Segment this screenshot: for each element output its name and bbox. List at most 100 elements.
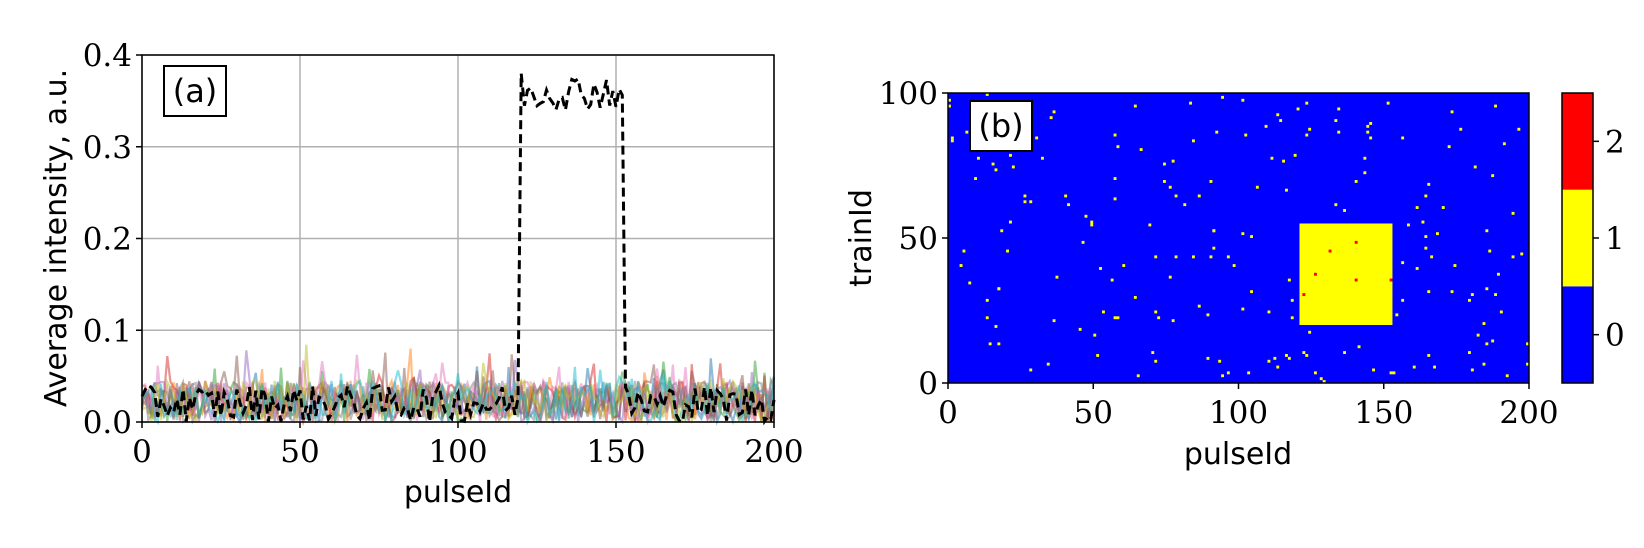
- heatmap-cell: [988, 342, 992, 346]
- x-tick-label: 150: [1354, 395, 1413, 431]
- heatmap-cell: [1171, 159, 1175, 163]
- heatmap-cell: [1209, 255, 1213, 259]
- heatmap-cell: [1197, 194, 1201, 198]
- heatmap-cell: [1113, 197, 1117, 201]
- heatmap-cell: [1482, 362, 1486, 366]
- heatmap-cell: [1023, 194, 1027, 198]
- heatmap-cell: [1337, 130, 1341, 134]
- heatmap-cell-value-2: [1302, 293, 1306, 296]
- y-tick-label: 50: [899, 221, 938, 257]
- colorbar-frame: [1561, 92, 1594, 384]
- heatmap-cell: [1415, 206, 1419, 209]
- x-tick-label: 100: [428, 434, 487, 470]
- heatmap-cell: [1273, 356, 1277, 360]
- heatmap-cell: [1090, 220, 1094, 224]
- colorbar-segment: [1562, 286, 1593, 383]
- heatmap-cell: [1041, 156, 1044, 160]
- heatmap-cell: [1372, 368, 1375, 372]
- heatmap-cell: [1453, 264, 1457, 267]
- heatmap-cell: [1221, 95, 1224, 99]
- heatmap-cell: [1415, 267, 1419, 270]
- heatmap-cell: [1401, 298, 1405, 302]
- heatmap-cell: [1441, 206, 1445, 209]
- y-tick-label: 0.1: [83, 313, 132, 349]
- heatmap-cell: [1215, 130, 1219, 134]
- heatmap-cell: [1433, 365, 1436, 369]
- heatmap-block: [1299, 223, 1393, 325]
- heatmap-cell: [948, 104, 951, 108]
- heatmap-cell: [950, 139, 954, 143]
- heatmap-cell: [1305, 101, 1309, 105]
- heatmap-cell: [997, 342, 1001, 346]
- heatmap-cell: [1287, 278, 1291, 282]
- heatmap-cell: [1334, 203, 1338, 207]
- heatmap-cell: [1296, 107, 1300, 111]
- heatmap-cell: [1174, 194, 1178, 198]
- x-tick-label: 50: [1074, 395, 1113, 431]
- heatmap-cell: [962, 249, 966, 253]
- heatmap-cell-value-2: [1354, 240, 1358, 244]
- heatmap-cell: [1511, 211, 1515, 215]
- heatmap-cell: [1494, 293, 1497, 296]
- panel-b-y-ticks: 0 50 100: [879, 76, 948, 402]
- heatmap-cell: [1250, 235, 1253, 238]
- heatmap-cell: [1369, 122, 1373, 125]
- heatmap-cell: [1154, 359, 1158, 363]
- heatmap-cell: [1052, 319, 1056, 323]
- heatmap-cell: [1430, 255, 1434, 259]
- heatmap-cell: [1212, 246, 1216, 250]
- heatmap-cell: [950, 136, 954, 140]
- heatmap-cell: [1287, 356, 1291, 360]
- y-tick-label: 100: [879, 76, 938, 112]
- heatmap-cell: [1090, 223, 1094, 227]
- y-tick-label: 0.4: [83, 38, 132, 74]
- panel-b-x-ticks: 0 50 100 150 200: [938, 383, 1559, 431]
- heatmap-cell: [1052, 110, 1056, 114]
- heatmap-cell: [1241, 307, 1245, 311]
- heatmap-cell: [1023, 200, 1027, 204]
- heatmap-cell: [1113, 133, 1117, 137]
- heatmap-cell: [1401, 261, 1405, 265]
- panel-a-tag-box: [163, 65, 227, 117]
- panel-b-y-label: trainId: [844, 189, 879, 287]
- colorbar-tick-label: 2: [1605, 124, 1625, 160]
- heatmap-cell: [1401, 136, 1405, 140]
- heatmap-cell: [965, 130, 969, 134]
- panel-b-tag: (b): [978, 107, 1023, 145]
- heatmap-cell: [1064, 194, 1068, 198]
- heatmap-cell: [1470, 368, 1474, 372]
- heatmap-cell: [974, 177, 977, 180]
- heatmap-cell: [1343, 209, 1346, 212]
- heatmap-cell: [1029, 368, 1033, 372]
- heatmap-cell: [1520, 252, 1524, 256]
- y-tick-label: 0.0: [83, 405, 132, 441]
- heatmap-cell: [1424, 194, 1428, 198]
- heatmap-cell: [1308, 127, 1312, 131]
- heatmap-cell: [1511, 255, 1515, 259]
- heatmap-cell: [1189, 101, 1192, 105]
- heatmap-cell: [1386, 101, 1390, 105]
- heatmap-cell: [1192, 255, 1195, 259]
- heatmap-cell: [1476, 333, 1480, 337]
- heatmap-cell: [1148, 223, 1152, 227]
- x-tick-label: 50: [280, 434, 319, 470]
- heatmap-cell: [948, 98, 951, 102]
- heatmap-cell: [1450, 290, 1454, 294]
- heatmap-cell: [1139, 148, 1143, 151]
- heatmap-cell: [1485, 229, 1489, 233]
- heatmap-cell: [1308, 330, 1312, 334]
- panel-a-x-ticks: 0 50 100 150 200: [132, 422, 804, 470]
- heatmap-cell: [1116, 145, 1120, 149]
- heatmap-cell: [1113, 177, 1117, 180]
- heatmap-cell: [1482, 322, 1486, 325]
- heatmap-cell: [1436, 232, 1439, 236]
- heatmap-cell-value-2: [1389, 278, 1393, 282]
- heatmap-cell: [1473, 165, 1477, 169]
- heatmap-cell: [1450, 110, 1454, 114]
- heatmap-cell: [1491, 339, 1495, 343]
- heatmap-cell: [1226, 371, 1230, 375]
- x-tick-label: 200: [744, 434, 803, 470]
- heatmap-cell: [1244, 133, 1248, 137]
- heatmap-cell: [1255, 185, 1259, 189]
